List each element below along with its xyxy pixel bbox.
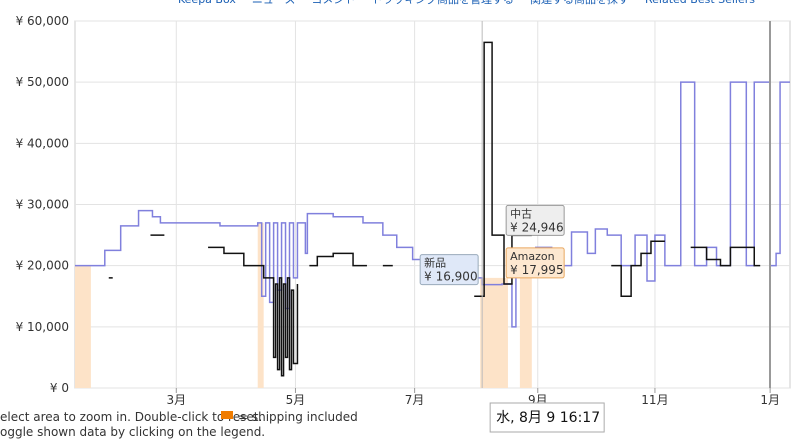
y-tick-label: ¥ 20,000 (16, 259, 69, 273)
x-tick-label: 11月 (641, 393, 668, 407)
tooltip-box (419, 254, 479, 286)
cursor-box (489, 402, 605, 433)
nav-link[interactable]: トラッキング商品を管理する (371, 0, 514, 6)
x-tick-label: 1月 (760, 393, 780, 407)
tooltip-name: 新品 (424, 256, 446, 270)
footer-text: = shipping included (238, 410, 358, 424)
y-tick-label: ¥ 60,000 (16, 14, 69, 28)
x-tick-label: 3月 (166, 393, 186, 407)
x-tick-label: 7月 (405, 393, 425, 407)
nav-link[interactable]: 関連する商品を探す (530, 0, 629, 6)
series-line (108, 41, 761, 377)
y-tick-label: ¥ 10,000 (16, 320, 69, 334)
y-tick-label: ¥ 0 (50, 381, 69, 395)
x-tick-label: 5月 (286, 393, 306, 407)
tooltip-name: Amazon (510, 250, 554, 263)
y-tick-label: ¥ 50,000 (16, 75, 69, 89)
y-tick-label: ¥ 40,000 (16, 136, 69, 150)
footer-text: elect area to zoom in. Double-click to r… (0, 410, 262, 424)
tooltip-value: ¥ 24,946 (510, 220, 563, 234)
truck-icon (221, 411, 233, 419)
footer-text: oggle shown data by clicking on the lege… (0, 425, 265, 439)
tooltips: 新品¥ 16,900 Amazon¥ 17,995 中古¥ 24,946 水, 8月 … (419, 204, 605, 433)
nav-link[interactable]: コメント (311, 0, 355, 6)
cursor-label: 水, 8月 9 16:17 (496, 410, 600, 426)
tooltip-name: 中古 (510, 207, 532, 220)
tooltip-value: ¥ 17,995 (510, 263, 563, 277)
tooltip-value: ¥ 16,900 (424, 270, 477, 284)
y-tick-label: ¥ 30,000 (16, 198, 69, 212)
tooltip-box (505, 204, 565, 236)
series-area (75, 222, 532, 388)
nav-link[interactable]: Keepa Box (178, 0, 236, 6)
top-nav: Keepa Box ニュース コメント トラッキング商品を管理する 関連する商品を探す R… (178, 0, 755, 6)
nav-link[interactable]: Related Best Sellers (645, 0, 755, 6)
tooltip-box (505, 247, 565, 279)
nav-link[interactable]: ニュース (252, 0, 295, 6)
